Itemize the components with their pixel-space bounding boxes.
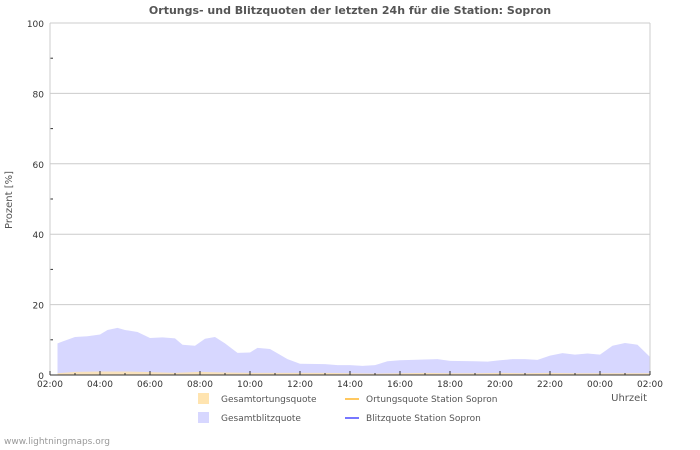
y-tick-label: 100 (27, 20, 44, 30)
x-tick-label: 16:00 (387, 380, 413, 390)
y-tick-label: 80 (33, 90, 45, 100)
area-gesamtblitzquote (57, 327, 650, 375)
legend-swatch (198, 412, 209, 423)
y-tick-label: 20 (33, 302, 45, 312)
y-tick-label: 0 (38, 372, 44, 382)
legend-label: Gesamtblitzquote (221, 414, 301, 424)
x-tick-label: 00:00 (587, 380, 613, 390)
x-tick-label: 12:00 (287, 380, 313, 390)
x-tick-label: 10:00 (237, 380, 263, 390)
y-tick-label: 40 (33, 231, 45, 241)
y-axis-label: Prozent [%] (4, 171, 15, 229)
x-tick-label: 22:00 (537, 380, 563, 390)
x-tick-label: 08:00 (187, 380, 213, 390)
x-tick-label: 14:00 (337, 380, 363, 390)
x-tick-label: 06:00 (137, 380, 163, 390)
x-tick-label: 04:00 (87, 380, 113, 390)
area-gesamtortungsquote (57, 371, 650, 375)
legend-swatch (198, 393, 209, 404)
x-tick-label: 02:00 (37, 380, 63, 390)
legend-label: Blitzquote Station Sopron (366, 414, 481, 424)
chart-title: Ortungs- und Blitzquoten der letzten 24h… (149, 4, 551, 17)
legend-label: Ortungsquote Station Sopron (366, 395, 497, 405)
y-tick-label: 60 (33, 161, 45, 171)
x-axis-label: Uhrzeit (611, 393, 647, 404)
x-tick-label: 18:00 (437, 380, 463, 390)
x-tick-label: 02:00 (637, 380, 663, 390)
x-tick-label: 20:00 (487, 380, 513, 390)
footer-credit: www.lightningmaps.org (4, 437, 110, 447)
legend-label: Gesamtortungsquote (221, 395, 317, 405)
